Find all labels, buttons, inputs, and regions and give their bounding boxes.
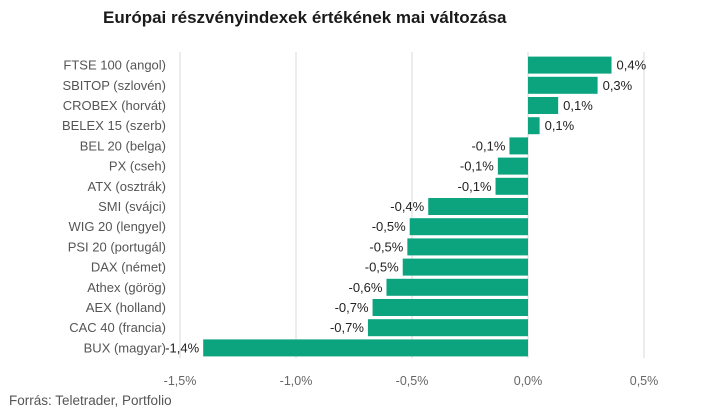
bar: [428, 198, 528, 215]
category-label: PSI 20 (portugál): [68, 239, 166, 254]
data-label: 0,4%: [617, 58, 647, 73]
bar: [497, 157, 528, 175]
bar: [495, 177, 528, 195]
data-label: -0,4%: [390, 199, 424, 214]
data-label: -0,7%: [330, 320, 364, 335]
category-label: CROBEX (horvát): [63, 98, 166, 113]
bar: [528, 117, 540, 135]
data-labels: 0,4% 0,3% 0,1% 0,1% -0,1% -0,1% -0,1% -0,4% -0,5…: [165, 58, 646, 356]
category-labels: FTSE 100 (angol) SBITOP (szlovén) CROBEX (…: [62, 58, 166, 356]
bar: [528, 76, 598, 94]
category-label: Athex (görög): [87, 280, 166, 295]
category-label: WIG 20 (lengyel): [68, 219, 166, 234]
category-label: PX (cseh): [109, 159, 166, 174]
data-label: -0,7%: [335, 300, 369, 315]
data-label: 0,1%: [563, 98, 593, 113]
bar: [509, 137, 528, 155]
bar: [203, 339, 528, 357]
category-label: AEX (holland): [86, 300, 166, 315]
category-label: BELEX 15 (szerb): [62, 118, 166, 133]
category-label: SMI (svájci): [98, 199, 166, 214]
bar: [386, 278, 528, 296]
category-label: BEL 20 (belga): [80, 138, 166, 153]
bar: [407, 238, 528, 256]
category-label: SBITOP (szlovén): [62, 78, 166, 93]
x-tick-label: 0,0%: [514, 374, 543, 388]
data-label: 0,3%: [603, 78, 633, 93]
x-tick-label: -1,0%: [280, 374, 313, 388]
bar: [367, 319, 528, 337]
bar: [372, 299, 528, 316]
data-label: -0,6%: [349, 280, 383, 295]
source-note: Forrás: Teletrader, Portfolio: [9, 393, 172, 408]
x-tick-label: 0,5%: [630, 374, 659, 388]
x-axis-tick-labels: -1,5% -1,0% -0,5% 0,0% 0,5%: [164, 374, 659, 388]
category-label: BUX (magyar): [84, 340, 166, 355]
data-label: -0,5%: [365, 260, 399, 275]
category-label: DAX (német): [91, 260, 166, 275]
category-label: CAC 40 (francia): [69, 320, 166, 335]
bar: [528, 56, 612, 74]
data-label: -0,1%: [460, 159, 494, 174]
data-label: 0,1%: [545, 118, 575, 133]
x-tick-label: -1,5%: [164, 374, 197, 388]
category-label: ATX (osztrák): [88, 179, 167, 194]
chart-title: Európai részvényindexek értékének mai vá…: [103, 8, 507, 27]
category-label: FTSE 100 (angol): [63, 58, 166, 73]
data-label: -0,5%: [369, 239, 403, 254]
bar: [409, 218, 528, 236]
bar: [528, 97, 559, 114]
data-label: -0,1%: [471, 138, 505, 153]
bars: [203, 56, 612, 357]
data-label: -0,5%: [372, 219, 406, 234]
bar: [402, 258, 528, 276]
data-label: -1,4%: [165, 340, 199, 355]
x-tick-label: -0,5%: [396, 374, 429, 388]
data-label: -0,1%: [458, 179, 492, 194]
